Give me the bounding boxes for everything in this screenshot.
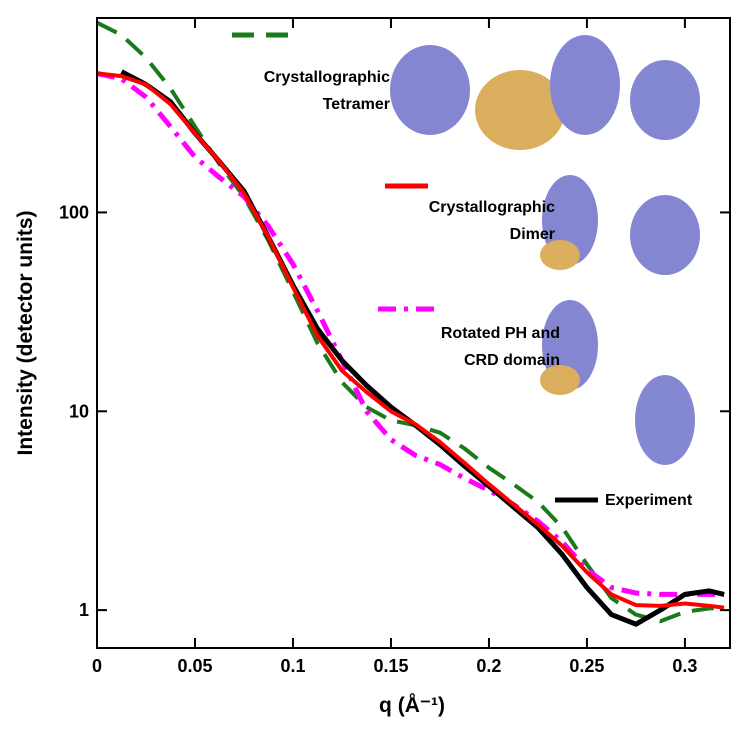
series-line xyxy=(96,71,725,610)
y-tick-label: 1 xyxy=(79,600,89,620)
x-tick-label: 0.3 xyxy=(672,656,697,676)
x-axis-label: q (Å⁻¹) xyxy=(379,693,445,717)
legend-label: Crystallographic Dimer xyxy=(428,199,555,243)
series-line xyxy=(96,70,725,597)
legend-label: Rotated PH and CRD domain xyxy=(440,325,560,369)
y-tick-label: 10 xyxy=(69,401,89,421)
legend-label: Experiment xyxy=(605,492,693,509)
x-tick-label: 0 xyxy=(92,656,102,676)
structure-images xyxy=(390,35,700,465)
legend-label: Crystallographic Tetramer xyxy=(263,69,390,113)
x-tick-label: 0.05 xyxy=(177,656,212,676)
y-tick-label: 100 xyxy=(59,202,89,222)
y-axis-label: Intensity (detector units) xyxy=(14,210,37,455)
x-tick-label: 0.25 xyxy=(569,656,604,676)
x-tick-label: 0.2 xyxy=(476,656,501,676)
x-tick-label: 0.1 xyxy=(280,656,305,676)
plot-frame xyxy=(96,17,731,649)
x-tick-label: 0.15 xyxy=(373,656,408,676)
